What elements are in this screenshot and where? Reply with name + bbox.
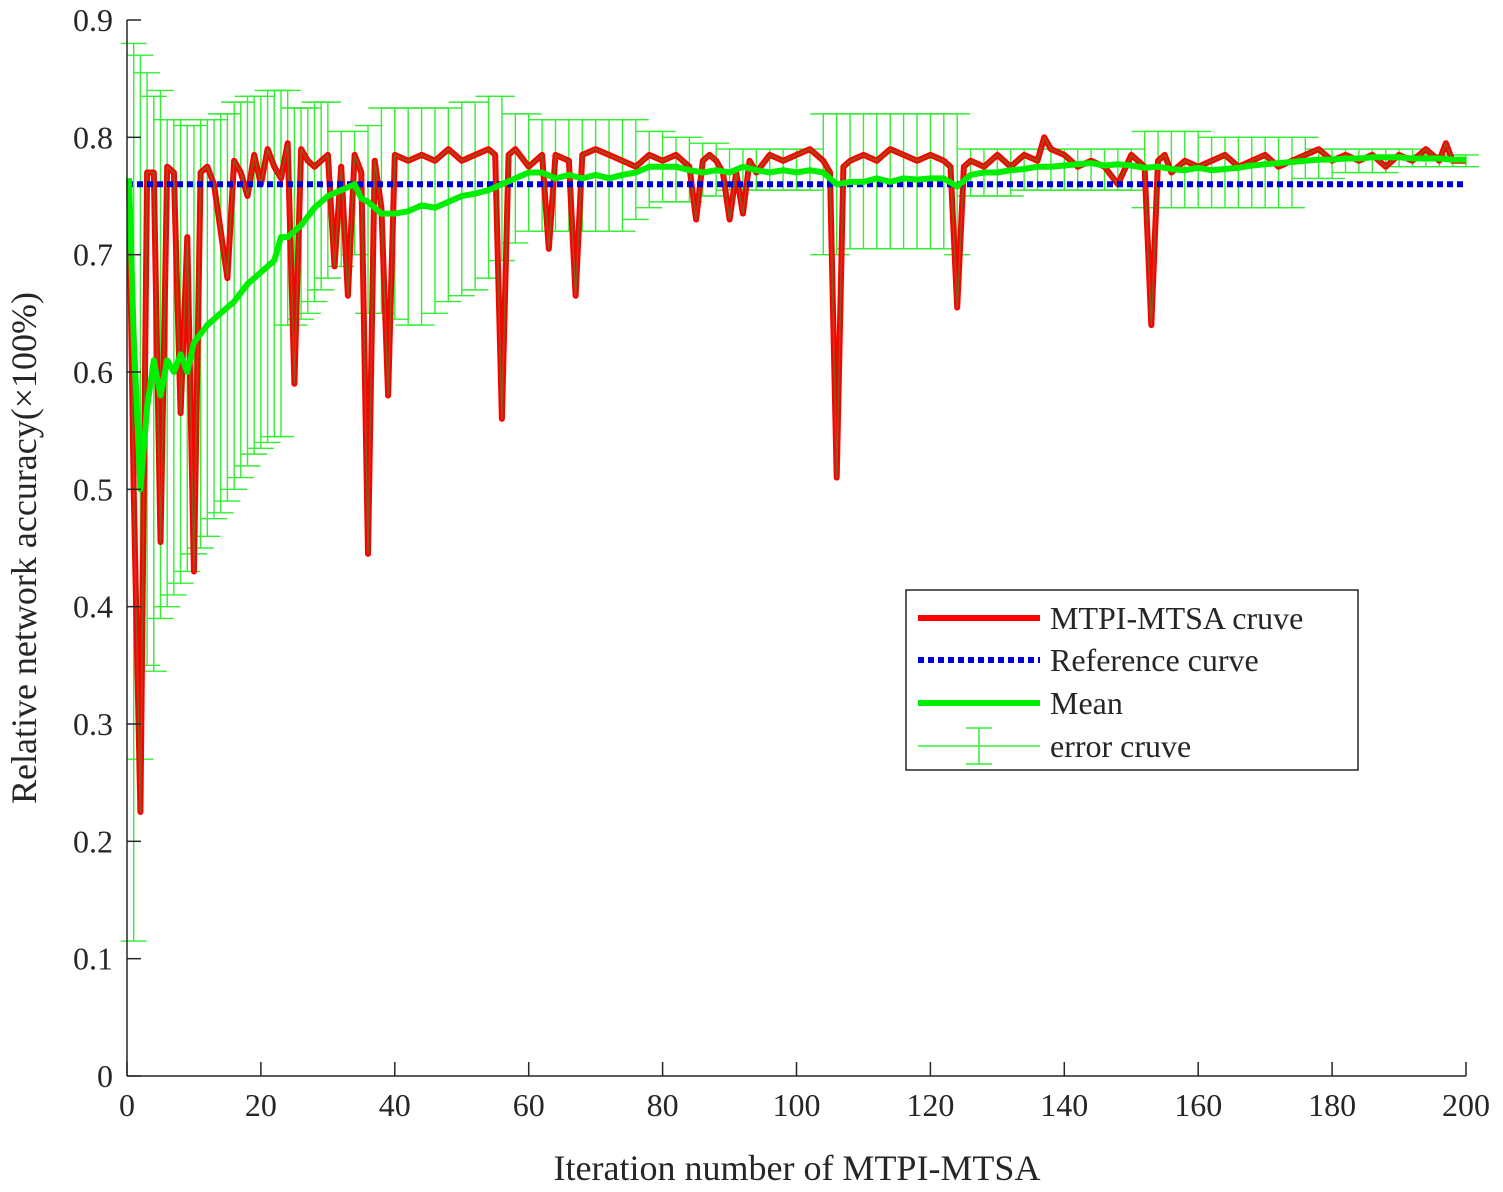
plot-area [120,42,1479,942]
y-tick-label: 0.3 [73,706,113,742]
y-tick-label: 0.1 [73,941,113,977]
y-tick-label: 0.5 [73,471,113,507]
x-axis-label: Iteration number of MTPI-MTSA [554,1148,1041,1188]
x-tick-label: 40 [379,1087,411,1123]
x-tick-label: 120 [906,1087,954,1123]
error-bar [488,95,515,262]
y-tick-label: 0.6 [73,354,113,390]
x-tick-label: 60 [513,1087,545,1123]
x-tick-label: 180 [1308,1087,1356,1123]
legend-label-mean: Mean [1050,685,1123,721]
y-tick-label: 0.7 [73,237,113,273]
x-tick-label: 200 [1442,1087,1490,1123]
x-tick-label: 0 [119,1087,135,1123]
y-tick-label: 0 [97,1058,113,1094]
axes: 0 20 40 60 80 100 120 140 160 180 200 0 0.1 0.2 0.3 0.4… [73,2,1490,1123]
mtpi-mtsa-curve-center [128,136,1466,813]
legend-label-reference: Reference curve [1050,642,1259,678]
y-axis-label: Relative network accuracy(×100%) [4,292,44,804]
x-tick-label: 140 [1040,1087,1088,1123]
y-tick-label: 0.4 [73,589,113,625]
x-tick-label: 80 [647,1087,679,1123]
y-tick-label: 0.2 [73,823,113,859]
legend: MTPI-MTSA cruve Reference curve Mean err… [905,589,1359,771]
x-tick-label: 160 [1174,1087,1222,1123]
mean-curve [126,154,1466,493]
legend-label-mtpi-mtsa: MTPI-MTSA cruve [1050,600,1303,636]
legend-swatch-error [918,727,1040,765]
x-tick-label: 100 [773,1087,821,1123]
y-tick-label: 0.8 [73,119,113,155]
legend-label-error: error cruve [1050,728,1191,764]
y-tick-label: 0.9 [73,2,113,38]
x-tick-label: 20 [245,1087,277,1123]
